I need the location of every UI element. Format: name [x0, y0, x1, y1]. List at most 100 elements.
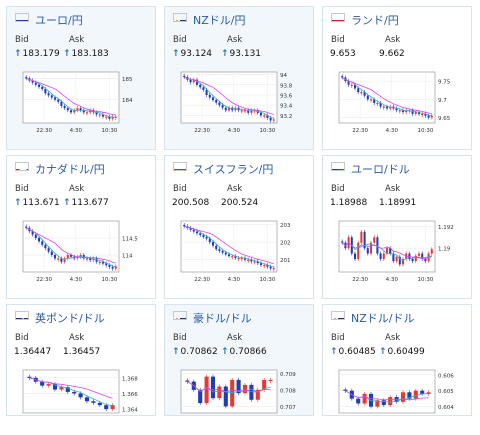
rate-card[interactable]: スイスフラン/円 Bid Ask 200.508 200.524 203 202 201 22:…	[164, 155, 314, 299]
y-tick-label: 0.606	[438, 373, 454, 379]
candle-body	[385, 248, 389, 254]
candle-body	[63, 106, 66, 109]
candle-body	[76, 108, 79, 111]
x-tick-label: 4:30	[228, 277, 241, 283]
candle-body	[269, 117, 272, 121]
ask-value: ↑183.183	[63, 49, 109, 59]
rate-card[interactable]: 英ポンド/ドル Bid Ask 1.36447 1.36457 1.368 1.366 1.3…	[6, 304, 156, 416]
candle-body	[44, 244, 47, 249]
y-tick-label: 114.5	[122, 237, 138, 243]
candle-body	[217, 386, 222, 399]
currency-pair-title[interactable]: NZドル/円	[193, 14, 246, 27]
bid-value: ↑0.60485	[330, 347, 376, 357]
candle-body	[85, 112, 89, 114]
ask-value-text: 183.183	[71, 49, 109, 59]
rate-card[interactable]: ユーロ/円 Bid Ask ↑183.179 ↑183.183 185 184 22:30 4:…	[6, 6, 156, 150]
candle-body	[373, 99, 376, 103]
candle-body	[227, 107, 231, 111]
short-moving-average-line	[184, 76, 274, 119]
candle-body	[25, 77, 28, 79]
candle-body	[421, 253, 424, 259]
x-tick-label: 4:30	[386, 128, 399, 134]
chart-container[interactable]: 1.368 1.366 1.364	[21, 367, 143, 435]
candle-body	[50, 251, 53, 255]
currency-pair-title[interactable]: NZドル/ドル	[351, 312, 415, 325]
ask-value-text: 200.524	[221, 198, 259, 208]
rate-card[interactable]: 豪ドル/ドル Bid Ask ↑0.70862 ↑0.70866 0.709 0.708 0.…	[164, 304, 314, 416]
y-tick-label: 1.192	[438, 225, 454, 231]
candle-body	[382, 106, 385, 108]
candle-body	[427, 253, 430, 262]
currency-pair-title[interactable]: ユーロ/ドル	[351, 163, 410, 176]
candle-body	[34, 82, 37, 85]
chart-container[interactable]: 203 202 201 22:30 4:30 10:30	[179, 218, 301, 286]
rate-card[interactable]: ランド/円 Bid Ask 9.653 9.662 9.75 9.7 9.65 22:30 4:3…	[322, 6, 472, 150]
candle-body	[375, 400, 380, 407]
rate-chart: 203 202 201 22:30 4:30 10:30	[180, 220, 291, 283]
candle-body	[53, 97, 57, 100]
up-arrow-icon: ↑	[221, 49, 229, 59]
chart-container[interactable]: 0.606 0.605 0.604	[337, 367, 459, 435]
chart-container[interactable]: 0.709 0.708 0.707	[179, 367, 301, 435]
chart-container[interactable]: 1.192 1.19 22:30 4:30 10:30	[337, 218, 459, 286]
candle-body	[369, 242, 373, 254]
rate-card[interactable]: ユーロ/ドル Bid Ask 1.18988 1.18991 1.192 1.19 22:30…	[322, 155, 472, 299]
long-moving-average-line	[345, 390, 429, 401]
candle-body	[240, 110, 243, 112]
y-tick-label: 0.709	[280, 372, 296, 378]
candle-body	[398, 256, 401, 265]
candle-body	[272, 268, 275, 270]
candle-body	[259, 263, 263, 265]
ask-label: Ask	[69, 184, 85, 194]
chart-container[interactable]: 185 184 22:30 4:30 10:30	[21, 69, 143, 137]
currency-pair-title[interactable]: ランド/円	[351, 14, 399, 27]
y-tick-label: 93.6	[280, 93, 293, 99]
ask-value: 1.36457	[63, 347, 100, 357]
bid-label: Bid	[173, 35, 187, 45]
candle-body	[272, 119, 275, 121]
up-arrow-icon: ↑	[172, 347, 180, 357]
candle-body	[357, 242, 360, 259]
candle-body	[198, 389, 203, 404]
bid-value: 9.653	[330, 49, 356, 59]
chart-container[interactable]: 9.75 9.7 9.65 22:30 4:30 10:30	[337, 69, 459, 137]
rate-card[interactable]: NZドル/円 Bid Ask ↑93.124 ↑93.131 94 93.8 93.6 93.4…	[164, 6, 314, 150]
long-moving-average-line	[341, 242, 432, 259]
candle-body	[60, 258, 63, 262]
rate-card[interactable]: カナダドル/円 Bid Ask ↑113.671 ↑113.677 114.5 114 22:…	[6, 155, 156, 299]
candle-body	[95, 112, 98, 115]
chart-container[interactable]: 114.5 114 22:30 4:30 10:30	[21, 218, 143, 286]
currency-pair-title[interactable]: スイスフラン/円	[193, 163, 274, 176]
bid-value-text: 113.671	[22, 198, 60, 208]
candle-body	[255, 389, 260, 400]
chart-container[interactable]: 94 93.8 93.6 93.4 93.2 22:30 4:30 10:30	[179, 69, 301, 137]
candle-body	[52, 384, 58, 390]
candle-body	[408, 253, 411, 259]
candle-body	[253, 261, 256, 263]
rate-card[interactable]: NZドル/ドル Bid Ask ↑0.60485 ↑0.60499 0.606 0.605 0…	[322, 304, 472, 416]
bid-value-text: 9.653	[330, 49, 356, 59]
candle-body	[85, 258, 89, 260]
candle-body	[234, 256, 237, 258]
currency-pair-title[interactable]: カナダドル/円	[35, 163, 105, 176]
candle-body	[89, 258, 92, 261]
candle-body	[247, 259, 250, 261]
ask-value-text: 9.662	[379, 49, 405, 59]
currency-pair-title[interactable]: 豪ドル/ドル	[193, 312, 252, 325]
y-tick-label: 1.364	[122, 408, 138, 414]
candle-body	[47, 93, 50, 96]
candle-body	[379, 102, 382, 107]
eu-flag-shape	[16, 20, 28, 21]
currency-pair-title[interactable]: ユーロ/円	[35, 14, 83, 27]
currency-pair-title[interactable]: 英ポンド/ドル	[35, 312, 105, 325]
long-moving-average-line	[342, 77, 432, 114]
candle-body	[224, 107, 227, 111]
flag-icon	[331, 13, 345, 22]
candle-body	[111, 266, 114, 269]
candle-body	[400, 392, 406, 402]
flag-icon	[15, 162, 29, 171]
rate-chart: 1.192 1.19 22:30 4:30 10:30	[338, 220, 454, 283]
rate-chart: 9.75 9.7 9.65 22:30 4:30 10:30	[338, 71, 451, 134]
y-tick-label: 0.708	[280, 388, 296, 394]
flag-icon	[173, 13, 187, 22]
